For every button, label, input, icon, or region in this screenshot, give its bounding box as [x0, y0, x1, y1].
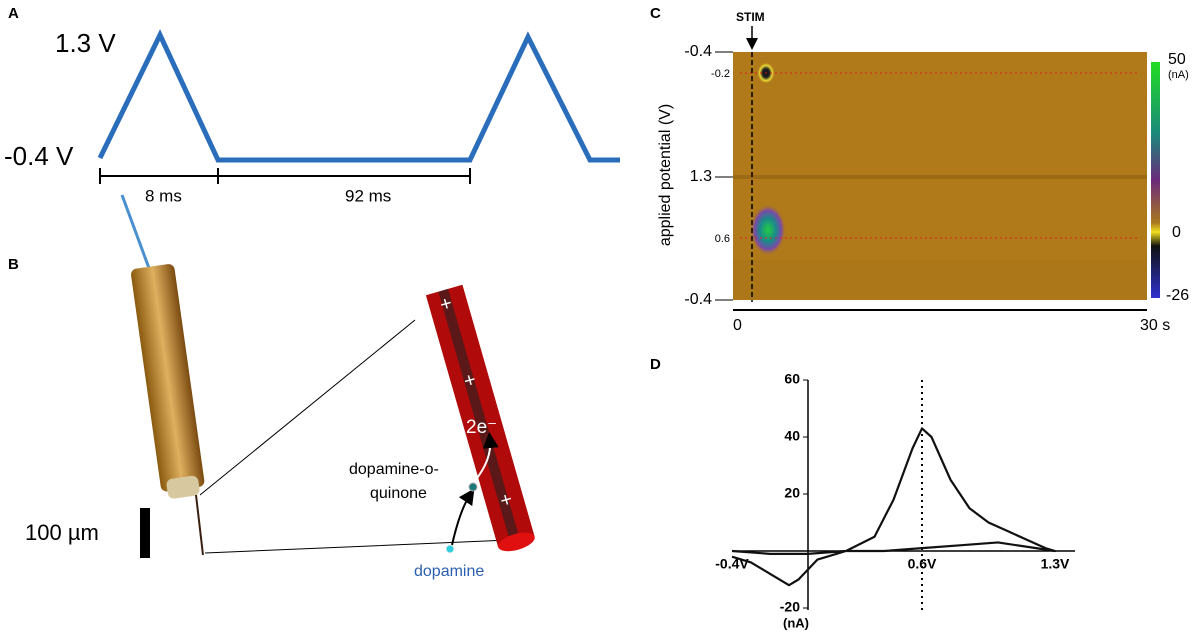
colorbar-label: (nA): [1168, 69, 1189, 81]
y-tick-label: -0.4: [684, 291, 712, 308]
heatmap-band: [733, 260, 1147, 300]
y-tick-label: 60: [784, 371, 800, 387]
arrow: [473, 432, 499, 483]
svg-text:+: +: [498, 488, 515, 512]
cv-curve: [731, 427, 1057, 587]
svg-text:+: +: [437, 292, 454, 316]
colorbar-label: 50: [1168, 51, 1186, 68]
y-tick-label: -0.2: [711, 68, 730, 80]
heatmap-band: [733, 175, 1147, 179]
product-label: dopamine-o-: [349, 461, 439, 478]
low-label: -0.4 V: [4, 141, 74, 171]
molecule: [468, 482, 478, 492]
period-label: 92 ms: [345, 186, 391, 205]
cv-chart: -20 20 40 60 (nA) -0.4V 0.6V 1.3V: [715, 371, 1075, 630]
arrow: [451, 488, 475, 546]
colorbar-label: -26: [1166, 287, 1189, 304]
colorbar-label: 0: [1172, 224, 1181, 241]
guide-line: [740, 72, 1140, 239]
scale-bar: [140, 508, 150, 558]
period-label: 8 ms: [145, 186, 182, 205]
fiber: [195, 494, 204, 556]
x-tick-label: -0.4V: [715, 556, 749, 572]
panel-label: B: [8, 256, 19, 273]
y-tick-label: -20: [780, 599, 800, 615]
electron-label: 2e⁻: [466, 417, 497, 438]
stim-label: STIM: [736, 10, 765, 24]
x-tick-label: 30 s: [1140, 317, 1170, 334]
panel-label: A: [8, 5, 19, 22]
y-tick: [715, 51, 733, 301]
svg-text:+: +: [461, 369, 478, 393]
y-axis-label: applied potential (V): [657, 104, 674, 246]
fiber-zoom: + + +: [425, 284, 535, 552]
high-label: 1.3 V: [55, 28, 116, 58]
electrode: [131, 264, 205, 499]
colorbar: [1151, 62, 1160, 298]
x-tick-label: 0.6V: [908, 556, 937, 572]
molecule: [445, 544, 455, 554]
panel-label: C: [650, 5, 661, 22]
x-tick-label: 0: [733, 317, 742, 334]
waveform: [97, 29, 620, 163]
y-tick-label: 40: [784, 428, 800, 444]
zoom-line: [199, 319, 511, 554]
panel-label: D: [650, 356, 661, 373]
y-unit: (nA): [783, 615, 809, 630]
x-tick-label: 1.3V: [1041, 556, 1070, 572]
y-tick-label: -0.4: [684, 43, 712, 60]
scale-label: 100 µm: [25, 520, 99, 545]
y-tick-label: 20: [784, 485, 800, 501]
heatmap-peak: [750, 204, 786, 256]
product-label: quinone: [370, 485, 427, 502]
reactant-label: dopamine: [414, 563, 484, 580]
y-tick-label: 1.3: [690, 168, 712, 185]
y-tick-label: 0.6: [715, 233, 730, 245]
dimension: [99, 168, 471, 184]
